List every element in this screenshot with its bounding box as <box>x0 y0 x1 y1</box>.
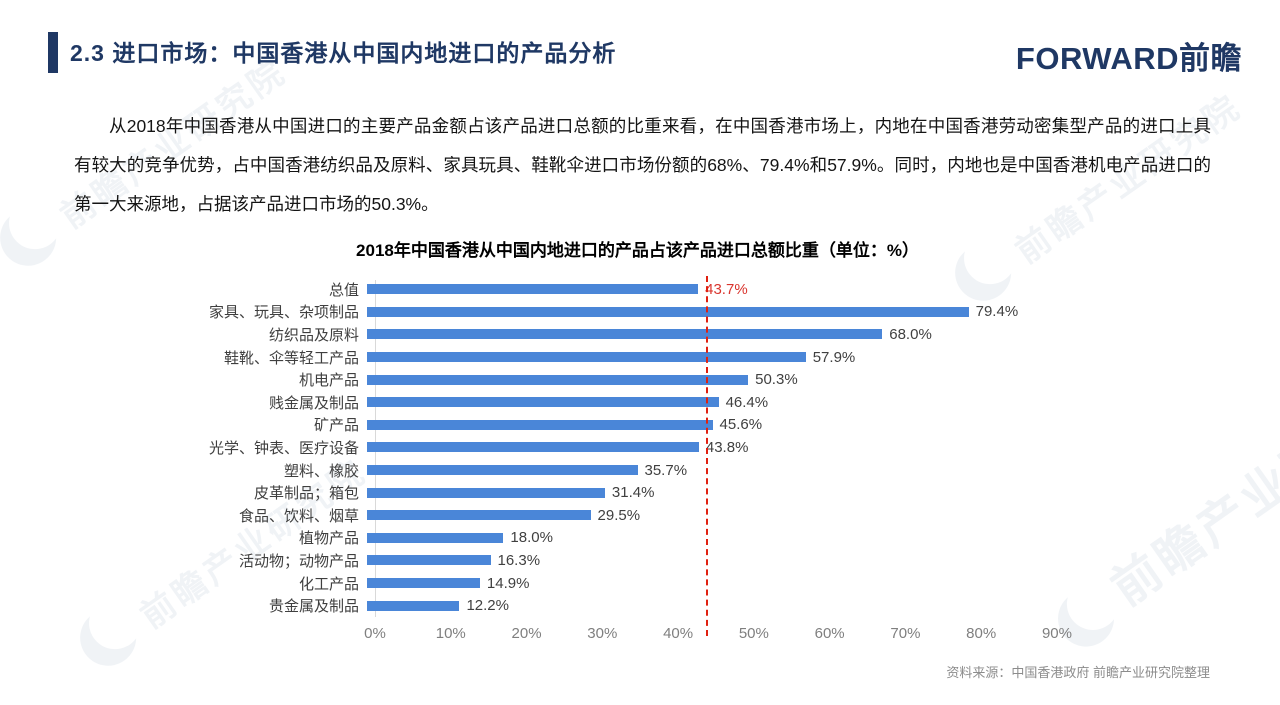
chart-row: 皮革制品；箱包 31.4% <box>80 481 1110 504</box>
chart-row: 贵金属及制品 12.2% <box>80 594 1110 617</box>
category-label: 贵金属及制品 <box>268 598 359 616</box>
bar <box>367 578 480 589</box>
bar <box>367 329 883 340</box>
body-paragraph: 从2018年中国香港从中国进口的主要产品金额占该产品进口总额的比重来看，在中国香… <box>74 116 1211 214</box>
value-label: 46.4% <box>725 393 769 411</box>
value-label: 50.3% <box>755 371 798 389</box>
bar <box>367 600 460 611</box>
bar <box>367 419 713 430</box>
chart-row: 家具、玩具、杂项制品 79.4% <box>80 301 1110 324</box>
bar <box>367 442 699 453</box>
x-tick-label: 10% <box>435 625 466 642</box>
watermark-text: 前瞻产业研究院 <box>1102 363 1280 617</box>
category-label: 光学、钟表、医疗设备 <box>208 439 359 457</box>
bar-track: 12.2% <box>367 594 509 617</box>
category-label: 矿产品 <box>313 417 359 435</box>
value-label: 14.9% <box>486 574 530 592</box>
chart-row: 贱金属及制品 46.4% <box>80 391 1110 414</box>
x-tick-label: 40% <box>663 625 694 642</box>
bar <box>367 284 699 295</box>
chart-rows: 总值 43.7% 家具、玩具、杂项制品 79.4% 纺织品及原料 68.0% 鞋靴、伞等轻工… <box>80 278 1110 617</box>
category-label: 总值 <box>328 281 359 299</box>
category-label: 机电产品 <box>298 372 359 390</box>
category-label: 纺织品及原料 <box>268 326 359 344</box>
bar-track: 46.4% <box>367 391 768 414</box>
bar-track: 29.5% <box>367 504 640 527</box>
value-label: 43.7% <box>705 280 748 298</box>
x-tick-label: 60% <box>814 625 845 642</box>
bar <box>367 306 969 317</box>
x-tick-label: 80% <box>966 625 997 642</box>
category-label: 活动物；动物产品 <box>238 552 359 570</box>
bar-track: 43.8% <box>367 436 748 459</box>
bar-track: 18.0% <box>367 527 553 550</box>
category-label: 鞋靴、伞等轻工产品 <box>223 349 359 367</box>
bar <box>367 352 806 363</box>
chart-row: 活动物；动物产品 16.3% <box>80 549 1110 572</box>
chart-row: 矿产品 45.6% <box>80 414 1110 437</box>
x-tick-label: 20% <box>511 625 542 642</box>
chart-row: 塑料、橡胶 35.7% <box>80 459 1110 482</box>
bar <box>367 465 638 476</box>
value-label: 68.0% <box>889 325 932 343</box>
value-label: 16.3% <box>497 551 541 569</box>
value-label: 35.7% <box>644 461 688 479</box>
bar-track: 50.3% <box>367 368 798 391</box>
bar <box>367 555 491 566</box>
bar-track: 79.4% <box>367 301 1018 324</box>
category-label: 皮革制品；箱包 <box>253 485 359 503</box>
bar-track: 57.9% <box>367 346 855 369</box>
chart-row: 植物产品 18.0% <box>80 527 1110 550</box>
bar-track: 14.9% <box>367 572 529 595</box>
value-label: 45.6% <box>719 416 763 434</box>
chart-row: 光学、钟表、医疗设备 43.8% <box>80 436 1110 459</box>
category-label: 家具、玩具、杂项制品 <box>208 304 359 322</box>
chart-title: 2018年中国香港从中国内地进口的产品占该产品进口总额比重（单位：%） <box>356 241 919 260</box>
category-label: 贱金属及制品 <box>268 394 359 412</box>
title-accent-bar <box>48 32 58 73</box>
bar-track: 31.4% <box>367 481 654 504</box>
value-label: 79.4% <box>975 303 1019 321</box>
x-tick-label: 0% <box>364 625 386 642</box>
bar-track: 43.7% <box>367 278 748 301</box>
bar <box>367 397 719 408</box>
value-label: 12.2% <box>466 597 509 615</box>
bar-track: 35.7% <box>367 459 687 482</box>
chart-row: 化工产品 14.9% <box>80 572 1110 595</box>
bar <box>367 510 591 521</box>
forward-logo: FORWARD前瞻 <box>1015 41 1242 76</box>
x-tick-label: 90% <box>1041 625 1072 642</box>
x-axis: 0% 10% 20% 30% 40% 50% 60% 70% 80% 90% <box>80 625 1110 651</box>
chart-row: 鞋靴、伞等轻工产品 57.9% <box>80 346 1110 369</box>
watermark-logo-icon <box>0 198 68 277</box>
value-label: 29.5% <box>597 506 641 524</box>
category-label: 塑料、橡胶 <box>283 462 359 480</box>
chart-row: 纺织品及原料 68.0% <box>80 323 1110 346</box>
bar-track: 68.0% <box>367 323 932 346</box>
x-tick-label: 50% <box>738 625 769 642</box>
bar-track: 45.6% <box>367 414 762 437</box>
category-label: 化工产品 <box>298 575 359 593</box>
page-title: 2.3 进口市场：中国香港从中国内地进口的产品分析 <box>70 40 617 66</box>
chart-row: 食品、饮料、烟草 29.5% <box>80 504 1110 527</box>
bar <box>367 532 504 543</box>
category-label: 食品、饮料、烟草 <box>238 507 359 525</box>
chart-row: 总值 43.7% <box>80 278 1110 301</box>
bar <box>367 374 749 385</box>
value-label: 57.9% <box>812 348 856 366</box>
value-label: 31.4% <box>611 484 655 502</box>
value-label: 43.8% <box>705 438 749 456</box>
value-label: 18.0% <box>510 529 553 547</box>
category-label: 植物产品 <box>298 530 359 548</box>
bar <box>367 487 605 498</box>
x-tick-label: 70% <box>890 625 921 642</box>
bar-chart: 总值 43.7% 家具、玩具、杂项制品 79.4% 纺织品及原料 68.0% 鞋靴、伞等轻工… <box>80 276 1110 651</box>
reference-line <box>706 276 709 636</box>
x-tick-label: 30% <box>587 625 618 642</box>
bar-track: 16.3% <box>367 549 540 572</box>
source-note: 资料来源：中国香港政府 前瞻产业研究院整理 <box>946 665 1210 680</box>
chart-row: 机电产品 50.3% <box>80 368 1110 391</box>
